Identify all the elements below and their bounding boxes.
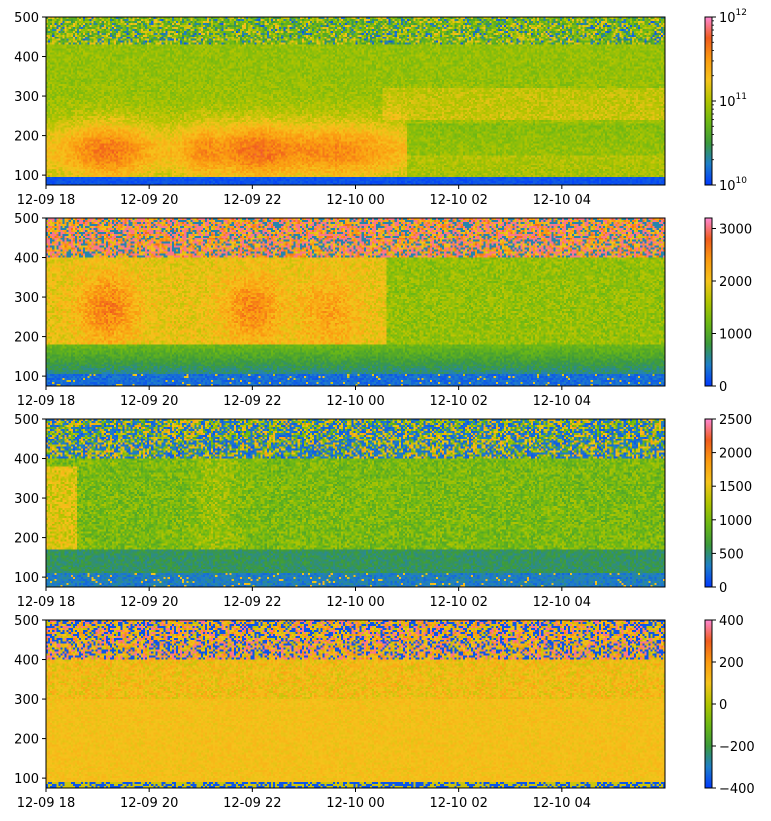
- y-tick-label: 100: [14, 169, 39, 184]
- y-tick-label: 300: [14, 90, 39, 105]
- x-tick-label: 12-09 18: [17, 595, 75, 610]
- colorbar-tick-label: 200: [719, 656, 744, 671]
- heatmap-image-3: [46, 419, 665, 587]
- x-tick-label: 12-09 22: [223, 193, 281, 208]
- y-tick-label: 200: [14, 130, 39, 145]
- colorbar-tick-label: 1000: [719, 514, 752, 529]
- colorbar-tick-label: 0: [719, 698, 727, 713]
- y-tick-label: 500: [14, 614, 39, 629]
- colorbar-tick-label: −400: [719, 782, 755, 797]
- x-tick-label: 12-10 00: [326, 193, 384, 208]
- x-tick-label: 12-10 04: [533, 193, 591, 208]
- colorbar-tick-label: 1500: [719, 480, 752, 495]
- y-tick-label: 100: [14, 772, 39, 787]
- panel-3: 12-09 18 12-09 20 12-09 22 12-10 00 12-10 02…: [14, 413, 752, 610]
- y-tick-label: 300: [14, 492, 39, 507]
- x-tick-label: 12-10 00: [326, 796, 384, 811]
- y-tick-label: 100: [14, 571, 39, 586]
- heatmap-image-1: [46, 17, 665, 185]
- y-tick-label: 300: [14, 693, 39, 708]
- colorbar-tick-label: −200: [719, 740, 755, 755]
- x-tick-label: 12-09 20: [120, 193, 178, 208]
- x-tick-label: 12-10 04: [533, 595, 591, 610]
- colorbar-tick-label: 400: [719, 614, 744, 629]
- colorbar-tick-label: 3000: [719, 223, 752, 238]
- y-tick-label: 500: [14, 11, 39, 26]
- x-tick-label: 12-09 18: [17, 796, 75, 811]
- heatmap-image-2: [46, 218, 665, 386]
- y-tick-label: 500: [14, 212, 39, 227]
- colorbar-tick-label: 0: [719, 380, 727, 395]
- y-tick-label: 400: [14, 453, 39, 468]
- x-tick-label: 12-10 02: [429, 394, 487, 409]
- colorbar-tick-label: 500: [719, 547, 744, 562]
- heatmap-image-4: [46, 620, 665, 788]
- x-tick-label: 12-10 02: [429, 193, 487, 208]
- x-tick-label: 12-10 02: [429, 595, 487, 610]
- panel-1: 12-09 18 12-09 20 12-09 22 12-10 00 12-10 02…: [14, 8, 747, 208]
- y-tick-label: 400: [14, 252, 39, 267]
- colorbar-2: [704, 217, 713, 387]
- x-tick-label: 12-09 20: [120, 595, 178, 610]
- y-tick-label: 200: [14, 733, 39, 748]
- x-tick-label: 12-09 18: [17, 394, 75, 409]
- x-tick-label: 12-09 22: [223, 595, 281, 610]
- x-tick-label: 12-09 22: [223, 796, 281, 811]
- x-tick-label: 12-09 20: [120, 394, 178, 409]
- colorbar-tick-label: 1010: [719, 176, 747, 194]
- y-tick-label: 400: [14, 51, 39, 66]
- panel-2: 12-09 18 12-09 20 12-09 22 12-10 00 12-10 02…: [14, 212, 752, 409]
- y-tick-label: 500: [14, 413, 39, 428]
- colorbar-3: [704, 418, 713, 588]
- colorbar-tick-label: 2000: [719, 447, 752, 462]
- colorbar-tick-label: 1012: [719, 8, 747, 26]
- colorbar-tick-label: 2000: [719, 275, 752, 290]
- y-tick-label: 200: [14, 331, 39, 346]
- x-tick-label: 12-10 00: [326, 394, 384, 409]
- y-tick-label: 100: [14, 370, 39, 385]
- y-tick-label: 400: [14, 654, 39, 669]
- panel-4: 12-09 18 12-09 20 12-09 22 12-10 00 12-10 02…: [14, 614, 755, 811]
- colorbar-tick-label: 1000: [719, 328, 752, 343]
- x-tick-label: 12-10 04: [533, 394, 591, 409]
- colorbar-4: [704, 619, 713, 789]
- x-tick-label: 12-10 04: [533, 796, 591, 811]
- x-tick-label: 12-10 00: [326, 595, 384, 610]
- y-tick-label: 200: [14, 532, 39, 547]
- colorbar-tick-label: 0: [719, 581, 727, 596]
- y-tick-label: 300: [14, 291, 39, 306]
- x-tick-label: 12-09 18: [17, 193, 75, 208]
- x-tick-label: 12-09 20: [120, 796, 178, 811]
- colorbar-1: [704, 16, 713, 186]
- x-tick-label: 12-10 02: [429, 796, 487, 811]
- colorbar-tick-label: 1011: [719, 92, 747, 110]
- x-tick-label: 12-09 22: [223, 394, 281, 409]
- colorbar-tick-label: 2500: [719, 413, 752, 428]
